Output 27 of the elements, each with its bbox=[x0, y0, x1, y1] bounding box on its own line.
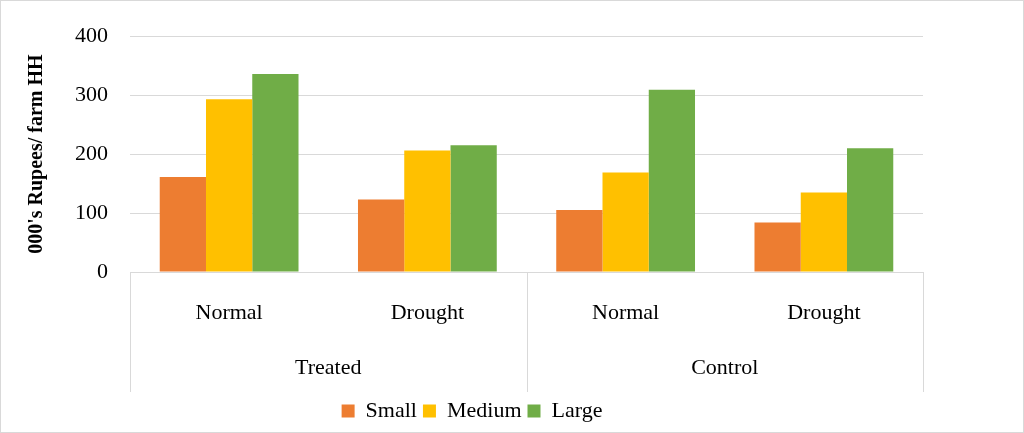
y-tick-label: 100 bbox=[75, 198, 108, 224]
y-tick-label: 0 bbox=[97, 257, 108, 283]
x-tick-label: Drought bbox=[390, 298, 465, 324]
bar bbox=[847, 148, 894, 272]
x-tick-label: Normal bbox=[592, 298, 660, 324]
bar bbox=[404, 150, 451, 272]
bar bbox=[800, 192, 847, 272]
y-tick-label: 400 bbox=[75, 21, 108, 47]
text: Control bbox=[691, 353, 759, 379]
bar bbox=[556, 210, 603, 272]
bar bbox=[450, 145, 497, 272]
bar bbox=[648, 89, 696, 272]
bar bbox=[357, 199, 405, 272]
y-tick-label: 300 bbox=[75, 80, 108, 106]
y-axis-title: 000's Rupees/ farm HH bbox=[24, 53, 48, 254]
x-tick-label: Drought bbox=[787, 298, 861, 324]
text: Treated bbox=[295, 353, 362, 379]
legend-label: Small bbox=[365, 396, 417, 422]
legend-label: Large bbox=[551, 396, 603, 422]
bar bbox=[602, 172, 649, 272]
bar bbox=[206, 99, 253, 272]
bar bbox=[159, 177, 206, 272]
bar bbox=[252, 73, 299, 272]
legend-label: Medium bbox=[446, 396, 522, 422]
y-tick-label: 200 bbox=[75, 139, 108, 165]
bar bbox=[754, 222, 801, 272]
x-tick-label: Normal bbox=[195, 298, 263, 324]
